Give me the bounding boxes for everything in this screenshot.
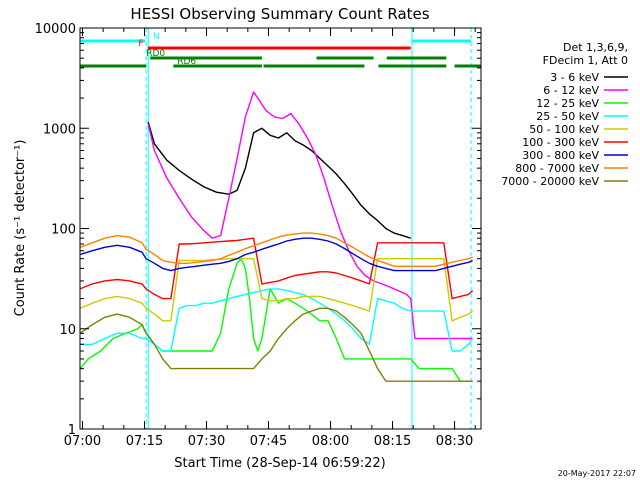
- legend-label: 800 - 7000 keV: [515, 162, 599, 175]
- x-axis: 07:00 07:15 07:30 07:45 08:00 08:15 08:30: [64, 28, 476, 449]
- legend-header: Det 1,3,6,9,: [563, 41, 628, 54]
- series-line-4: [79, 258, 474, 322]
- series-line-3: [80, 288, 474, 352]
- x-axis-label: Start Time (28-Sep-14 06:59:22): [174, 456, 385, 471]
- legend-label: 3 - 6 keV: [550, 71, 599, 84]
- x-tick-label: 07:00: [64, 434, 101, 449]
- series-line-0: [147, 122, 411, 239]
- y-tick-label: 1: [68, 423, 76, 438]
- state-bar-rd6-label: RD6: [177, 57, 196, 67]
- y-axis-label: Count Rate (s⁻¹ detector⁻¹): [13, 140, 28, 317]
- state-bar-f-label: F: [138, 39, 143, 49]
- legend-label: 25 - 50 keV: [536, 110, 599, 123]
- y-tick-label: 1000: [43, 122, 76, 137]
- series-line-8: [79, 307, 473, 382]
- x-tick-label: 07:45: [250, 434, 287, 449]
- series-line-2: [79, 258, 473, 382]
- legend-header: FDecim 1, Att 0: [543, 54, 628, 67]
- x-tick-label: 08:15: [374, 434, 411, 449]
- legend-label: 6 - 12 keV: [543, 84, 599, 97]
- x-tick-label: 08:00: [312, 434, 349, 449]
- series-line-1: [147, 91, 473, 340]
- legend-label: 300 - 800 keV: [522, 149, 599, 162]
- timestamp: 20-May-2017 22:07: [558, 469, 636, 478]
- state-bar-rd0-label: RD0: [146, 49, 165, 59]
- x-tick-label: 07:30: [188, 434, 225, 449]
- legend-label: 12 - 25 keV: [536, 97, 599, 110]
- legend-label: 50 - 100 keV: [529, 123, 599, 136]
- series-line-5: [79, 237, 474, 300]
- chart-title: HESSI Observing Summary Count Rates: [130, 5, 429, 23]
- state-bar-n-label: N: [153, 32, 160, 42]
- x-tick-label: 08:30: [436, 434, 473, 449]
- x-tick-label: 07:15: [126, 434, 163, 449]
- y-tick-label: 100: [51, 223, 76, 238]
- series-lines: [79, 91, 474, 382]
- series-line-6: [79, 237, 473, 272]
- event-markers: [79, 28, 472, 429]
- series-line-7: [79, 232, 473, 267]
- y-axis: 1 10 100 1000 10000: [35, 22, 481, 438]
- legend-label: 100 - 300 keV: [522, 136, 599, 149]
- y-tick-label: 10: [59, 323, 76, 338]
- legend-label: 7000 - 20000 keV: [501, 175, 599, 188]
- y-tick-label: 10000: [35, 22, 76, 37]
